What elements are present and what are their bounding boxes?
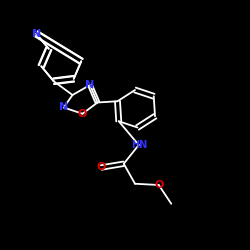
Text: O: O xyxy=(78,109,87,119)
Text: N: N xyxy=(59,102,69,113)
Text: N: N xyxy=(86,80,94,90)
Text: N: N xyxy=(32,29,41,39)
Text: O: O xyxy=(154,180,164,190)
Text: HN: HN xyxy=(130,140,147,150)
Text: O: O xyxy=(96,162,106,172)
